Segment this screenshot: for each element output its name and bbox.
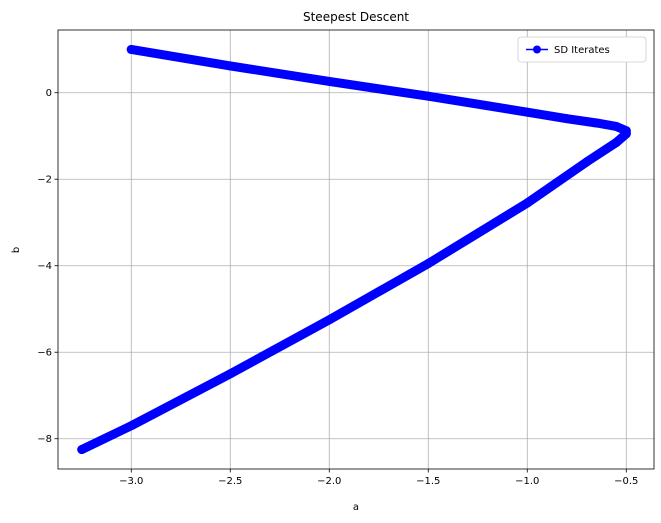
series-point — [77, 445, 87, 455]
x-tick-label: −2.5 — [218, 476, 242, 487]
series-point — [324, 315, 334, 325]
series-point — [126, 421, 136, 431]
chart-title: Steepest Descent — [303, 10, 409, 24]
y-tick-label: −6 — [37, 348, 52, 359]
x-tick-label: −2.0 — [317, 476, 341, 487]
series-point — [225, 369, 235, 379]
series-point — [423, 91, 433, 101]
x-axis-ticks: −3.0 −2.5 −2.0 −1.5 −1.0 −0.5 — [119, 469, 638, 487]
y-axis-ticks: −8 −6 −4 −2 0 — [37, 88, 58, 445]
series-point — [621, 129, 631, 139]
series-point — [324, 76, 334, 86]
series-point — [611, 137, 621, 147]
y-tick-label: −8 — [37, 434, 52, 445]
series-point — [423, 259, 433, 269]
x-axis-label: a — [353, 502, 359, 513]
legend: SD Iterates — [517, 36, 647, 63]
y-tick-label: 0 — [46, 88, 52, 99]
series-point — [582, 157, 592, 167]
y-axis-label: b — [11, 247, 22, 253]
y-tick-label: −4 — [37, 261, 52, 272]
series-point — [126, 44, 136, 54]
series-point — [611, 121, 621, 131]
x-tick-label: −0.5 — [614, 476, 638, 487]
legend-marker-swatch — [533, 45, 541, 54]
series-point — [592, 118, 602, 128]
x-tick-label: −1.5 — [416, 476, 440, 487]
plot-frame — [57, 29, 655, 470]
series-point — [522, 198, 532, 208]
x-tick-label: −1.0 — [515, 476, 539, 487]
series-point — [562, 114, 572, 124]
y-tick-label: −2 — [37, 175, 52, 186]
series-point — [225, 61, 235, 71]
plot-series — [77, 44, 631, 455]
legend-label: SD Iterates — [554, 45, 610, 56]
x-tick-label: −3.0 — [119, 476, 143, 487]
legend-box — [517, 36, 647, 63]
series-point — [522, 107, 532, 117]
